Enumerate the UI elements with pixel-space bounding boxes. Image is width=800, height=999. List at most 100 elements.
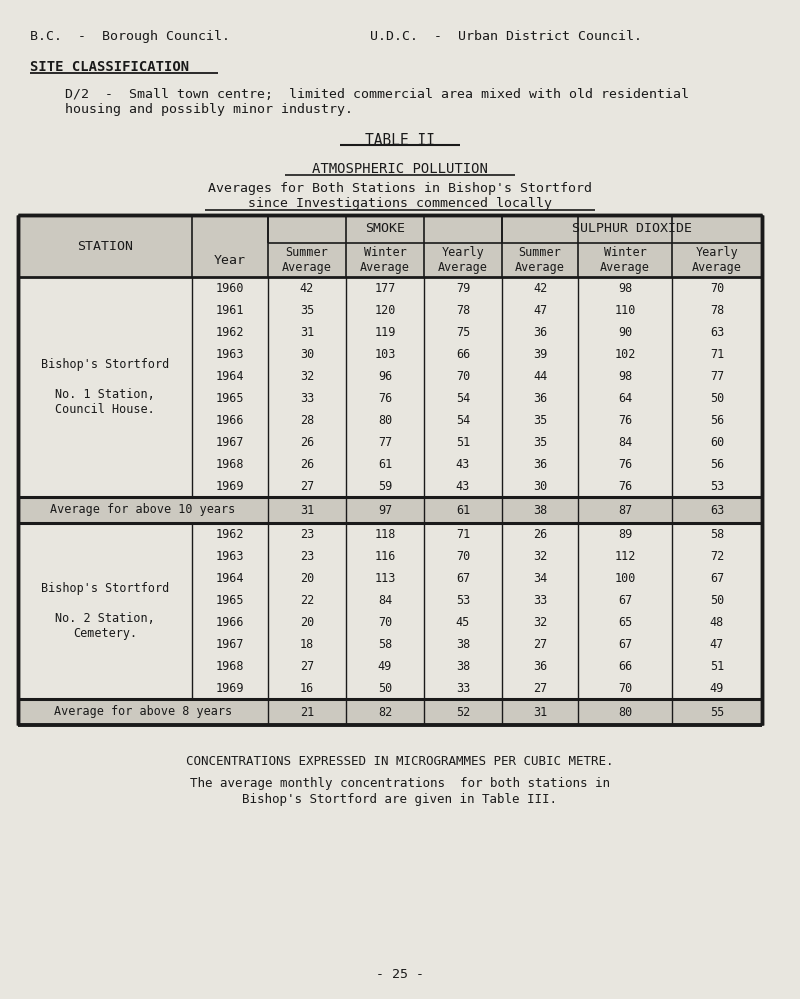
Text: 26: 26 <box>533 527 547 540</box>
Text: 1961: 1961 <box>216 304 244 317</box>
Text: 16: 16 <box>300 681 314 694</box>
Text: Summer
Average: Summer Average <box>515 246 565 274</box>
Text: 1966: 1966 <box>216 615 244 628</box>
Text: 84: 84 <box>378 593 392 606</box>
Text: 76: 76 <box>618 480 632 493</box>
Text: 87: 87 <box>618 503 632 516</box>
Text: 36: 36 <box>533 326 547 339</box>
Text: 70: 70 <box>618 681 632 694</box>
Text: 1968: 1968 <box>216 659 244 672</box>
Text: 51: 51 <box>456 436 470 449</box>
Text: 76: 76 <box>618 458 632 471</box>
Text: 55: 55 <box>710 705 724 718</box>
Text: 39: 39 <box>533 348 547 361</box>
Text: 30: 30 <box>533 480 547 493</box>
Text: 35: 35 <box>533 436 547 449</box>
Text: D/2  -  Small town centre;  limited commercial area mixed with old residential: D/2 - Small town centre; limited commerc… <box>65 88 689 101</box>
Text: 35: 35 <box>533 414 547 427</box>
Text: 54: 54 <box>456 414 470 427</box>
Text: 59: 59 <box>378 480 392 493</box>
Text: 56: 56 <box>710 414 724 427</box>
Text: Bishop's Stortford

No. 1 Station,
Council House.: Bishop's Stortford No. 1 Station, Counci… <box>41 358 169 416</box>
Text: Yearly
Average: Yearly Average <box>438 246 488 274</box>
Text: 43: 43 <box>456 480 470 493</box>
Text: 77: 77 <box>710 370 724 383</box>
Text: 120: 120 <box>374 304 396 317</box>
Text: 35: 35 <box>300 304 314 317</box>
Text: Winter
Average: Winter Average <box>360 246 410 274</box>
Text: 118: 118 <box>374 527 396 540</box>
Text: 42: 42 <box>533 282 547 295</box>
Text: 75: 75 <box>456 326 470 339</box>
Text: CONCENTRATIONS EXPRESSED IN MICROGRAMMES PER CUBIC METRE.: CONCENTRATIONS EXPRESSED IN MICROGRAMMES… <box>186 755 614 768</box>
Text: Winter
Average: Winter Average <box>600 246 650 274</box>
Text: SITE CLASSIFICATION: SITE CLASSIFICATION <box>30 60 189 74</box>
Text: 77: 77 <box>378 436 392 449</box>
Text: 23: 23 <box>300 549 314 562</box>
Text: 60: 60 <box>710 436 724 449</box>
Text: 48: 48 <box>710 615 724 628</box>
Text: 28: 28 <box>300 414 314 427</box>
Text: 1962: 1962 <box>216 326 244 339</box>
Text: 31: 31 <box>533 705 547 718</box>
Text: 56: 56 <box>710 458 724 471</box>
Text: 43: 43 <box>456 458 470 471</box>
Bar <box>18 243 762 277</box>
Text: 66: 66 <box>456 348 470 361</box>
Text: 61: 61 <box>378 458 392 471</box>
Text: 18: 18 <box>300 637 314 650</box>
Text: 58: 58 <box>710 527 724 540</box>
Text: 33: 33 <box>300 392 314 405</box>
Text: 1966: 1966 <box>216 414 244 427</box>
Text: 23: 23 <box>300 527 314 540</box>
Text: 1964: 1964 <box>216 571 244 584</box>
Text: 20: 20 <box>300 571 314 584</box>
Text: 72: 72 <box>710 549 724 562</box>
Text: - 25 -: - 25 - <box>376 968 424 981</box>
Text: 47: 47 <box>533 304 547 317</box>
Text: 67: 67 <box>618 593 632 606</box>
Text: 67: 67 <box>456 571 470 584</box>
Text: 45: 45 <box>456 615 470 628</box>
Text: 1967: 1967 <box>216 436 244 449</box>
Text: 1963: 1963 <box>216 549 244 562</box>
Text: 36: 36 <box>533 659 547 672</box>
Text: since Investigations commenced locally: since Investigations commenced locally <box>248 197 552 210</box>
Text: 58: 58 <box>378 637 392 650</box>
Bar <box>18 497 762 523</box>
Text: 36: 36 <box>533 392 547 405</box>
Text: 1960: 1960 <box>216 282 244 295</box>
Text: Bishop's Stortford are given in Table III.: Bishop's Stortford are given in Table II… <box>242 793 558 806</box>
Text: STATION: STATION <box>77 240 133 253</box>
Text: Average for above 8 years: Average for above 8 years <box>54 705 232 718</box>
Text: 52: 52 <box>456 705 470 718</box>
Text: 53: 53 <box>456 593 470 606</box>
Text: 1967: 1967 <box>216 637 244 650</box>
Text: 112: 112 <box>614 549 636 562</box>
Text: 49: 49 <box>710 681 724 694</box>
Text: 27: 27 <box>300 480 314 493</box>
Text: 61: 61 <box>456 503 470 516</box>
Text: 177: 177 <box>374 282 396 295</box>
Text: 51: 51 <box>710 659 724 672</box>
Text: 66: 66 <box>618 659 632 672</box>
Text: 42: 42 <box>300 282 314 295</box>
Text: 32: 32 <box>533 549 547 562</box>
Text: 31: 31 <box>300 503 314 516</box>
Text: 116: 116 <box>374 549 396 562</box>
Text: 1968: 1968 <box>216 458 244 471</box>
Text: 1969: 1969 <box>216 480 244 493</box>
Text: The average monthly concentrations  for both stations in: The average monthly concentrations for b… <box>190 777 610 790</box>
Text: 76: 76 <box>618 414 632 427</box>
Text: 38: 38 <box>533 503 547 516</box>
Text: 90: 90 <box>618 326 632 339</box>
Text: 1962: 1962 <box>216 527 244 540</box>
Text: 70: 70 <box>710 282 724 295</box>
Text: 21: 21 <box>300 705 314 718</box>
Text: TABLE II: TABLE II <box>365 133 435 148</box>
Text: 36: 36 <box>533 458 547 471</box>
Text: Averages for Both Stations in Bishop's Stortford: Averages for Both Stations in Bishop's S… <box>208 182 592 195</box>
Text: 33: 33 <box>456 681 470 694</box>
Text: 49: 49 <box>378 659 392 672</box>
Text: 102: 102 <box>614 348 636 361</box>
